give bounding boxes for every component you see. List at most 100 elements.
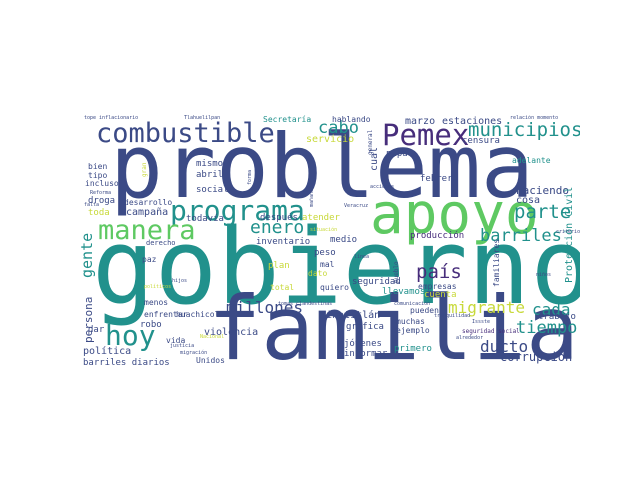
word-medio: medio xyxy=(330,235,358,245)
word-politica: política xyxy=(83,346,132,357)
word-seguridad: seguridad xyxy=(352,277,401,287)
word-tope-inflacionario: tope inflacionario xyxy=(84,115,139,121)
word-peso: peso xyxy=(314,248,336,258)
word-inventario: inventario xyxy=(256,237,311,247)
word-total: total xyxy=(270,283,295,292)
word-primero: primero xyxy=(394,344,432,354)
word-febrero: febrero xyxy=(420,174,458,184)
word-violencia: violencia xyxy=(204,327,259,338)
word-jovenes: jóvenes xyxy=(344,339,382,349)
word-reforma: Reforma xyxy=(90,190,112,196)
word-familia: familia xyxy=(208,277,579,368)
word-pueblo: pueblo xyxy=(393,261,400,283)
word-forma: forma xyxy=(247,169,253,185)
word-cabo: cabo xyxy=(318,118,359,138)
word-haciendo: haciendo xyxy=(516,184,569,197)
word-dato: dato xyxy=(308,269,328,278)
word-todavia: todavía xyxy=(186,214,224,224)
word-desarrollo: desarrollo xyxy=(124,198,173,207)
word-menos: menos xyxy=(144,298,169,307)
word-relacion-momento: relación momento xyxy=(510,115,559,121)
word-issste: Issste xyxy=(472,319,491,325)
word-familiares: familiares xyxy=(492,238,501,287)
word-servicio: servicio xyxy=(306,134,355,145)
word-situacion: situación xyxy=(310,227,338,233)
word-toda: toda xyxy=(88,208,110,218)
word-plan: plan xyxy=(268,261,290,271)
word-hablando: hablando xyxy=(332,115,371,124)
word-barriles: barriles xyxy=(480,226,562,246)
word-despues: después xyxy=(260,213,298,223)
word-pipa: pipa xyxy=(386,149,408,159)
word-empresas: empresas xyxy=(418,282,457,291)
word-llevamos: llevamos xyxy=(382,287,426,297)
word-tipo: tipo xyxy=(88,171,108,180)
word-millones: millones xyxy=(226,298,304,317)
word-veracruz: Veracruz xyxy=(344,203,369,209)
word-minatitlan: Minatitlán xyxy=(320,310,381,321)
word-dar: dar xyxy=(88,325,105,335)
word-manana: mañana xyxy=(309,188,315,207)
word-censura: censura xyxy=(462,136,500,146)
word-incluso: incluso xyxy=(85,179,119,188)
word-quiero: quiero xyxy=(320,283,349,292)
word-parte: parte xyxy=(514,201,572,223)
word-cosa: cosa xyxy=(516,195,541,206)
word-manera: manera xyxy=(98,215,196,246)
word-enfrentar: enfrentar xyxy=(144,310,188,319)
word-social: social xyxy=(196,185,229,195)
word-cuenta: cuenta xyxy=(424,290,457,300)
word-politicos: políticos xyxy=(144,284,172,290)
word-huachicol: huachicol xyxy=(176,310,220,319)
word-unidos: Unidos xyxy=(196,356,225,365)
word-trabajo: trabajo xyxy=(538,312,576,322)
word-cloud: problema gobierno familia apoyo combusti… xyxy=(80,115,580,367)
word-comunicacion: comunicación xyxy=(394,301,431,307)
word-droga: droga xyxy=(88,196,116,206)
word-hoy: hoy xyxy=(105,319,156,352)
word-justicia: justicia xyxy=(170,343,195,349)
word-municipios: municipios xyxy=(468,119,580,141)
word-tiempo: tiempo xyxy=(516,318,578,338)
word-grafica: gráfica xyxy=(346,322,384,332)
word-hijos: hijos xyxy=(172,278,188,284)
word-pemex: Pemex xyxy=(382,118,470,152)
word-pueden: pueden xyxy=(410,306,439,315)
word-corrupcion: corrupción xyxy=(500,350,573,364)
word-acciones: acciones xyxy=(370,184,395,190)
word-vida: vida xyxy=(166,336,186,345)
word-alrededor: alrededor xyxy=(456,335,484,341)
word-programa: programa xyxy=(170,194,305,227)
word-bien: bien xyxy=(88,162,108,171)
word-mismo: mismo xyxy=(196,159,224,169)
word-apoyo: apoyo xyxy=(370,182,539,247)
word-criterio: criterio xyxy=(556,229,580,235)
word-nacional: Nacional xyxy=(200,334,225,340)
word-falta: falta xyxy=(84,202,100,208)
word-derecho: derecho xyxy=(146,239,176,247)
word-barriles-diarios: barriles diarios xyxy=(83,358,170,368)
word-general: general xyxy=(367,129,374,155)
word-tranquilidad: tranquilidad xyxy=(434,313,471,319)
word-secretaria: Secretaría xyxy=(263,115,312,124)
word-paz: paz xyxy=(142,255,157,264)
word-problema: problema xyxy=(110,115,534,218)
word-tomas-clandestinas: tomas clandestinas xyxy=(278,301,333,307)
word-gran: gran xyxy=(141,162,148,177)
word-marzo: marzo xyxy=(405,116,436,127)
word-gente: gente xyxy=(80,232,96,278)
word-informar: informar xyxy=(344,349,388,359)
word-ninos: niños xyxy=(536,272,552,278)
word-ducto: ducto xyxy=(480,337,529,356)
word-abril: abril xyxy=(196,170,224,180)
word-combustible: combustible xyxy=(96,118,275,149)
word-mal: mal xyxy=(320,260,335,269)
word-cada: cada xyxy=(532,300,571,319)
word-ejemplo: ejemplo xyxy=(396,326,430,335)
word-seguridad-social: seguridad social xyxy=(462,328,520,335)
word-migrante: migrante xyxy=(448,298,526,317)
word-adelante: adelante xyxy=(512,156,551,165)
word-persona: persona xyxy=(82,296,95,343)
word-atender: atender xyxy=(302,213,340,223)
word-muchas: muchas xyxy=(396,317,425,326)
